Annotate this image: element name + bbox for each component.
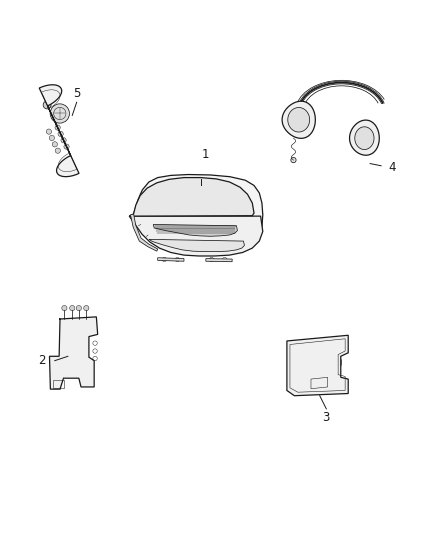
Polygon shape [134, 174, 263, 246]
Circle shape [46, 129, 52, 134]
Circle shape [55, 125, 60, 130]
Circle shape [76, 305, 81, 311]
Text: 1: 1 [202, 148, 210, 161]
Circle shape [184, 241, 193, 251]
Circle shape [84, 305, 89, 311]
Polygon shape [350, 120, 379, 155]
Polygon shape [129, 216, 263, 256]
Polygon shape [149, 239, 244, 252]
Circle shape [61, 138, 66, 143]
Circle shape [64, 144, 69, 149]
Polygon shape [39, 85, 79, 176]
Polygon shape [287, 335, 348, 395]
Polygon shape [288, 108, 310, 132]
Polygon shape [131, 214, 158, 251]
Polygon shape [153, 224, 237, 236]
Circle shape [58, 131, 63, 136]
Polygon shape [206, 259, 232, 262]
Circle shape [62, 305, 67, 311]
Text: 3: 3 [323, 411, 330, 424]
Polygon shape [282, 101, 315, 139]
Circle shape [50, 104, 70, 123]
Polygon shape [129, 177, 254, 216]
Circle shape [43, 101, 51, 109]
Polygon shape [140, 187, 252, 238]
Text: 2: 2 [38, 354, 46, 367]
Polygon shape [158, 258, 184, 261]
Polygon shape [355, 127, 374, 150]
Circle shape [291, 157, 296, 163]
Polygon shape [49, 317, 98, 389]
Circle shape [70, 305, 75, 311]
FancyBboxPatch shape [220, 243, 233, 248]
Circle shape [49, 135, 54, 141]
Circle shape [194, 241, 203, 251]
Circle shape [55, 148, 60, 154]
Circle shape [205, 241, 214, 251]
Text: 4: 4 [388, 161, 396, 174]
Circle shape [52, 142, 57, 147]
Text: 5: 5 [73, 87, 80, 100]
